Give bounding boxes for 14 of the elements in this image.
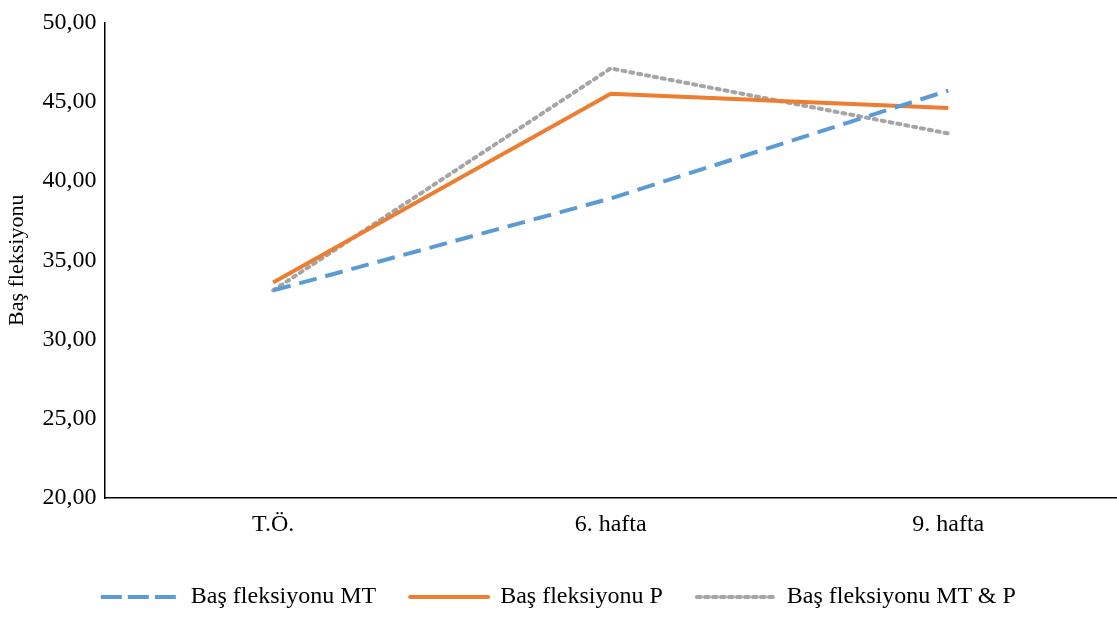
y-tick-label: 25,00 bbox=[42, 404, 97, 431]
legend-label: Baş fleksiyonu MT bbox=[190, 582, 377, 609]
y-tick-label: 20,00 bbox=[42, 483, 97, 510]
x-tick-label: 9. hafta bbox=[912, 509, 985, 536]
legend-label: Baş fleksiyonu P bbox=[500, 582, 663, 609]
x-tick-label: 6. hafta bbox=[574, 509, 648, 536]
legend-label: Baş fleksiyonu MT & P bbox=[786, 582, 1016, 609]
x-tick-label: T.Ö. bbox=[252, 509, 295, 536]
y-tick-label: 35,00 bbox=[42, 245, 97, 272]
y-tick-label: 40,00 bbox=[42, 166, 97, 193]
y-tick-label: 50,00 bbox=[42, 7, 97, 34]
y-axis-title: Baş fleksiyonu bbox=[2, 194, 28, 326]
y-tick-label: 30,00 bbox=[42, 324, 97, 351]
y-tick-label: 45,00 bbox=[42, 87, 97, 113]
